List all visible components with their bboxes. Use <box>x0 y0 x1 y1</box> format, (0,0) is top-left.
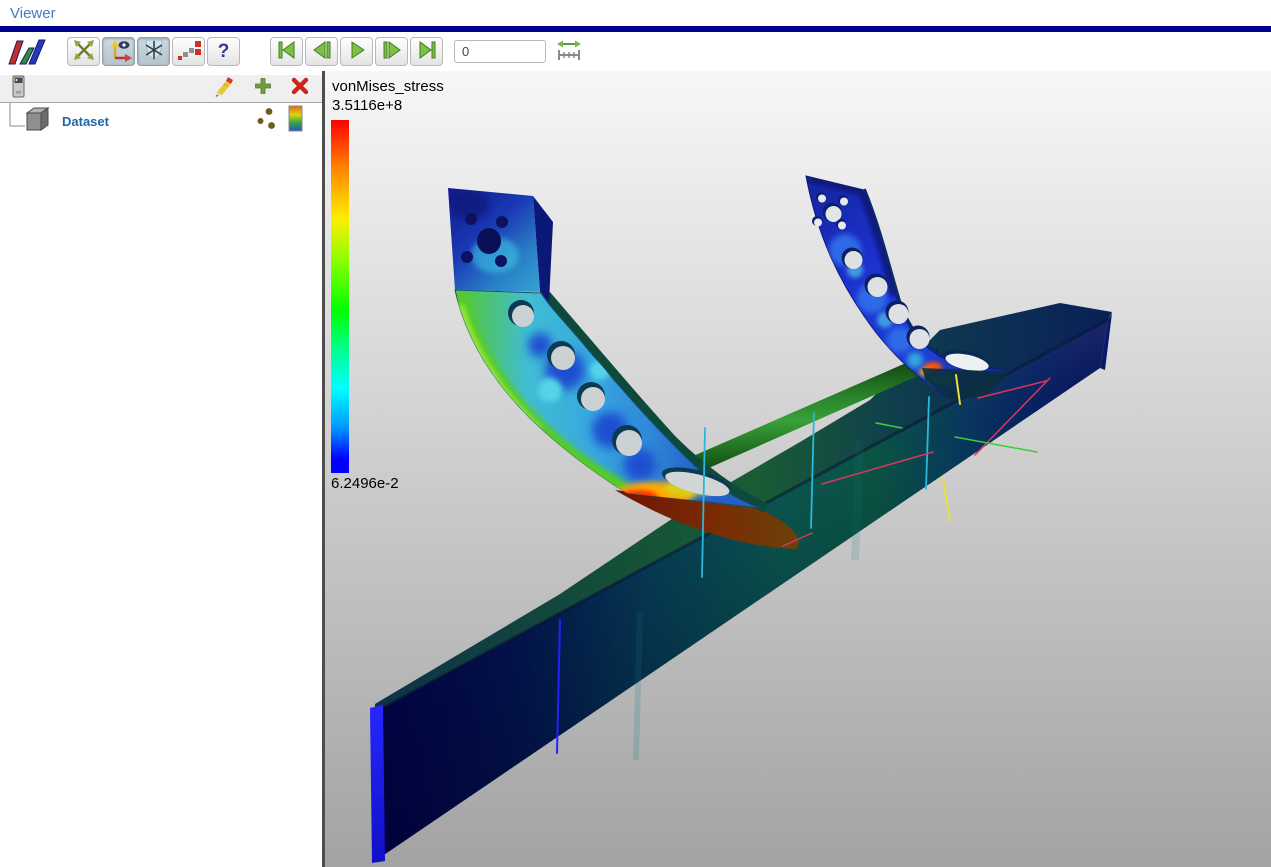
chart-view-button[interactable] <box>172 37 205 66</box>
bracket-right-holes <box>841 247 990 371</box>
support-bracket-right <box>805 175 1011 399</box>
reset-camera-button[interactable] <box>67 37 100 66</box>
header-rule <box>0 26 1271 32</box>
pipeline-sidebar: Dataset <box>0 71 325 867</box>
scatter-representation-button[interactable] <box>256 107 278 136</box>
bracket-left-holes <box>508 300 731 497</box>
last-frame-button[interactable] <box>410 37 443 66</box>
3d-viewport[interactable]: vonMises_stress 3.5116e+8 6.2496e-2 <box>325 71 1271 867</box>
question-icon: ? <box>217 40 230 62</box>
chart-blocks-icon <box>175 37 203 66</box>
fit-view-icon <box>71 37 97 66</box>
edit-pencil-button[interactable] <box>214 75 236 102</box>
colorbar-min-label: 6.2496e-2 <box>331 475 399 492</box>
pipeline-source-icon <box>12 75 25 103</box>
time-range-icon <box>556 36 582 67</box>
dataset-label: Dataset <box>62 113 109 129</box>
edit-pencil-icon <box>214 75 236 102</box>
tree-branch-line <box>0 101 26 141</box>
add-plus-icon <box>253 76 273 101</box>
help-button[interactable]: ? <box>207 37 240 66</box>
tree-item-dataset[interactable]: Dataset <box>0 101 322 141</box>
axes-star-icon <box>141 37 167 66</box>
colorbar-max-label: 3.5116e+8 <box>332 97 403 114</box>
colormap-icon <box>288 105 304 137</box>
delete-x-icon <box>290 76 310 101</box>
delete-source-button[interactable] <box>290 76 310 101</box>
toolbar: ? <box>0 32 1271 71</box>
scatter-points-icon <box>256 107 278 136</box>
frame-number-input[interactable] <box>454 40 546 63</box>
skip-to-end-icon <box>415 38 439 65</box>
time-range-button[interactable] <box>556 36 582 67</box>
skip-to-start-icon <box>275 38 299 65</box>
axes-toggle-button[interactable] <box>137 37 170 66</box>
camera-interaction-icon <box>105 37 133 66</box>
app-logo-icon <box>7 37 51 67</box>
add-source-button[interactable] <box>253 76 273 101</box>
next-frame-button[interactable] <box>375 37 408 66</box>
sidebar-header <box>0 75 322 103</box>
first-frame-button[interactable] <box>270 37 303 66</box>
connecting-rod <box>652 349 938 493</box>
play-button[interactable] <box>340 37 373 66</box>
step-back-icon <box>310 38 334 65</box>
play-icon <box>345 38 369 65</box>
page-title: Viewer <box>10 4 56 22</box>
step-forward-icon <box>380 38 404 65</box>
colorbar-title: vonMises_stress <box>332 78 444 95</box>
cube-dataset-icon <box>22 104 50 138</box>
stress-colorbar <box>331 120 349 473</box>
main-content: Dataset <box>0 71 1271 867</box>
probe-lines <box>556 374 1051 754</box>
interaction-mode-button[interactable] <box>102 37 135 66</box>
bracket-foot-gusset <box>615 490 799 549</box>
colormap-button[interactable] <box>288 105 304 137</box>
render-canvas[interactable] <box>325 71 1271 867</box>
previous-frame-button[interactable] <box>305 37 338 66</box>
